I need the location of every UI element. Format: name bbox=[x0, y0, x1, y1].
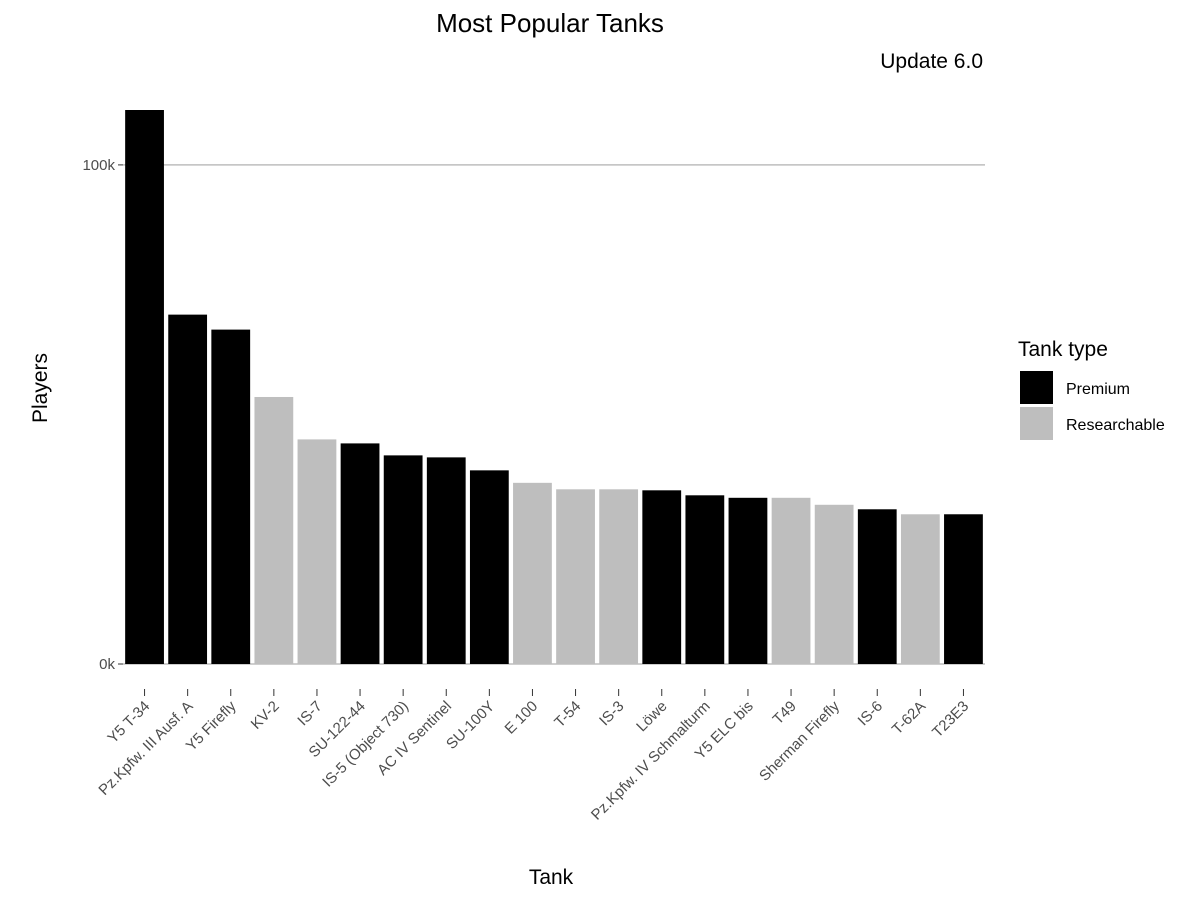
x-tick-label: Löwe bbox=[633, 698, 670, 735]
legend-swatch bbox=[1020, 407, 1053, 440]
x-tick-label: SU-100Y bbox=[443, 698, 498, 753]
bar bbox=[297, 439, 337, 664]
x-tick-label: T-54 bbox=[551, 698, 584, 731]
bar bbox=[900, 514, 940, 664]
x-tick-label: IS-3 bbox=[596, 698, 627, 729]
bar bbox=[814, 504, 854, 664]
bar bbox=[168, 314, 208, 664]
bar bbox=[254, 396, 294, 664]
bar bbox=[642, 490, 682, 664]
bar bbox=[771, 497, 811, 664]
x-tick-label: T-62A bbox=[889, 698, 929, 738]
bar bbox=[211, 329, 251, 664]
gridlines bbox=[123, 164, 985, 665]
x-axis-title: Tank bbox=[529, 866, 574, 889]
legend-swatch bbox=[1020, 371, 1053, 404]
bar bbox=[556, 489, 595, 664]
bar bbox=[685, 495, 725, 664]
x-tick-label: IS-7 bbox=[294, 698, 325, 729]
y-tick-label: 0k bbox=[99, 656, 115, 673]
bar bbox=[125, 110, 164, 664]
x-tick-label: AC IV Sentinel bbox=[374, 698, 455, 779]
bar bbox=[599, 489, 639, 664]
x-tick-label: Sherman Firefly bbox=[756, 697, 843, 784]
bar bbox=[728, 497, 768, 664]
bar bbox=[383, 455, 423, 664]
chart-subtitle: Update 6.0 bbox=[880, 50, 983, 73]
bar bbox=[513, 482, 552, 664]
x-tick-label: IS-6 bbox=[855, 698, 886, 729]
y-tick-label: 100k bbox=[82, 157, 115, 174]
bars bbox=[125, 110, 983, 664]
bar bbox=[426, 457, 466, 664]
x-tick-label: T23E3 bbox=[929, 698, 972, 741]
y-axis-title: Players bbox=[29, 353, 52, 423]
bar bbox=[340, 443, 380, 664]
legend-label: Premium bbox=[1066, 381, 1130, 398]
bar bbox=[857, 509, 897, 664]
bar bbox=[944, 514, 983, 664]
y-axis: 0k 100k bbox=[82, 157, 123, 673]
legend-label: Researchable bbox=[1066, 417, 1165, 434]
chart-title: Most Popular Tanks bbox=[436, 8, 664, 38]
x-tick-label: E 100 bbox=[502, 698, 542, 738]
bar bbox=[469, 470, 509, 664]
legend-title: Tank type bbox=[1018, 338, 1108, 361]
x-tick-label: KV-2 bbox=[248, 698, 283, 733]
x-tick-label: T49 bbox=[770, 698, 800, 728]
legend: Tank type Premium Researchable bbox=[1018, 338, 1165, 440]
